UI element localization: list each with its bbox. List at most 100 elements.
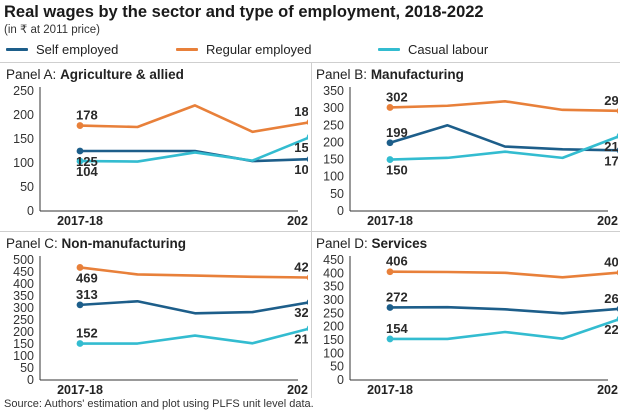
data-point-self-employed (76, 147, 84, 155)
y-tick-label: 350 (323, 84, 344, 98)
y-tick-label: 200 (323, 135, 344, 149)
data-label-self-employed: 267 (604, 291, 618, 306)
y-tick-label: 150 (13, 337, 34, 351)
y-tick-label: 450 (13, 265, 34, 279)
data-label-regular-employed: 185 (294, 104, 308, 119)
legend-swatch-casual-labour (378, 47, 400, 51)
y-tick-label: 350 (323, 280, 344, 294)
series-line-casual-labour (78, 136, 308, 163)
y-tick-label: 50 (20, 361, 34, 375)
data-label-regular-employed: 406 (386, 254, 408, 269)
x-tick-label: 2017-18 (367, 383, 413, 397)
data-point-self-employed (616, 147, 618, 154)
y-tick-label: 0 (27, 373, 34, 387)
y-tick-label: 300 (323, 293, 344, 307)
y-tick-label: 350 (13, 289, 34, 303)
data-point-self-employed (306, 299, 308, 305)
series-line-self-employed (388, 123, 618, 152)
legend-item-regular-employed: Regular employed (176, 40, 312, 58)
legend-swatch-regular-employed (176, 47, 198, 51)
y-tick-label: 250 (323, 306, 344, 320)
data-label-self-employed: 125 (76, 154, 98, 169)
data-label-casual-labour: 152 (76, 326, 98, 341)
data-label-casual-labour: 215 (294, 331, 308, 346)
y-tick-label: 150 (13, 132, 34, 146)
panel-title: Panel D: Services (316, 236, 427, 251)
data-point-regular-employed (386, 268, 394, 276)
data-label-casual-labour: 219 (604, 139, 618, 154)
x-tick-label: 2017-18 (57, 383, 103, 397)
data-point-regular-employed (306, 119, 308, 125)
panel-label: Panel C: (6, 236, 58, 251)
y-tick-label: 100 (323, 346, 344, 360)
panel-title: Panel B: Manufacturing (316, 67, 464, 82)
data-point-self-employed (306, 156, 308, 162)
y-tick-label: 100 (13, 349, 34, 363)
series-line-regular-employed (78, 104, 308, 134)
source-note: Source: Authors' estimation and plot usi… (4, 398, 314, 410)
series-line-self-employed (388, 305, 618, 315)
y-tick-label: 250 (13, 313, 34, 327)
series-line-casual-labour (78, 327, 308, 345)
series-line-regular-employed (388, 99, 618, 113)
panel-title: Panel A: Agriculture & allied (6, 67, 184, 82)
data-label-regular-employed: 178 (76, 108, 98, 123)
panel-label: Panel B: (316, 67, 368, 82)
divider-top (0, 62, 620, 63)
data-label-self-employed: 272 (386, 289, 408, 304)
data-label-casual-labour: 104 (76, 164, 98, 179)
y-tick-label: 100 (13, 156, 34, 170)
legend-item-casual-labour: Casual labour (378, 40, 488, 58)
data-point-casual-labour (306, 134, 308, 140)
series-line-self-employed (78, 299, 308, 315)
legend-item-self-employed: Self employed (6, 40, 118, 58)
y-tick-label: 50 (330, 187, 344, 201)
data-label-casual-labour: 229 (604, 322, 618, 337)
data-label-casual-labour: 154 (294, 140, 308, 155)
y-tick-label: 450 (323, 253, 344, 267)
panel-name: Manufacturing (370, 67, 464, 82)
y-tick-label: 150 (323, 333, 344, 347)
legend-label-regular-employed: Regular employed (206, 41, 312, 57)
legend-label-self-employed: Self employed (36, 41, 119, 57)
y-tick-label: 0 (27, 204, 34, 218)
y-tick-label: 300 (13, 301, 34, 315)
data-label-self-employed: 108 (294, 162, 308, 177)
data-label-regular-employed: 403 (604, 255, 618, 270)
chart-subtitle: (in ₹ at 2011 price) (4, 24, 100, 36)
data-point-casual-labour (616, 316, 618, 322)
legend: Self employed Regular employed Casual la… (4, 40, 616, 58)
data-point-self-employed (76, 301, 84, 309)
panel-name: Agriculture & allied (60, 67, 184, 82)
y-tick-label: 0 (337, 373, 344, 387)
data-point-regular-employed (616, 269, 618, 276)
data-point-casual-labour (386, 335, 394, 343)
legend-label-casual-labour: Casual labour (408, 41, 489, 57)
data-label-casual-labour: 154 (386, 321, 408, 336)
data-point-regular-employed (76, 264, 84, 271)
y-tick-label: 250 (13, 84, 34, 98)
chart-title: Real wages by the sector and type of emp… (4, 3, 484, 21)
x-tick-label: 2017-18 (367, 214, 413, 228)
data-point-casual-labour (76, 157, 84, 165)
panel-name: Non-manufacturing (61, 236, 187, 251)
series-line-regular-employed (78, 266, 308, 279)
series-line-self-employed (78, 149, 308, 163)
data-point-regular-employed (386, 104, 394, 111)
data-label-regular-employed: 302 (386, 89, 408, 104)
data-label-regular-employed: 427 (294, 260, 308, 275)
y-tick-label: 0 (337, 204, 344, 218)
data-point-self-employed (386, 304, 394, 311)
data-point-regular-employed (76, 122, 84, 129)
series-line-regular-employed (388, 270, 618, 279)
data-point-regular-employed (616, 108, 618, 114)
panel-label: Panel D: (316, 236, 368, 251)
data-point-self-employed (616, 306, 618, 312)
y-tick-label: 200 (13, 325, 34, 339)
data-label-self-employed: 313 (76, 287, 98, 302)
